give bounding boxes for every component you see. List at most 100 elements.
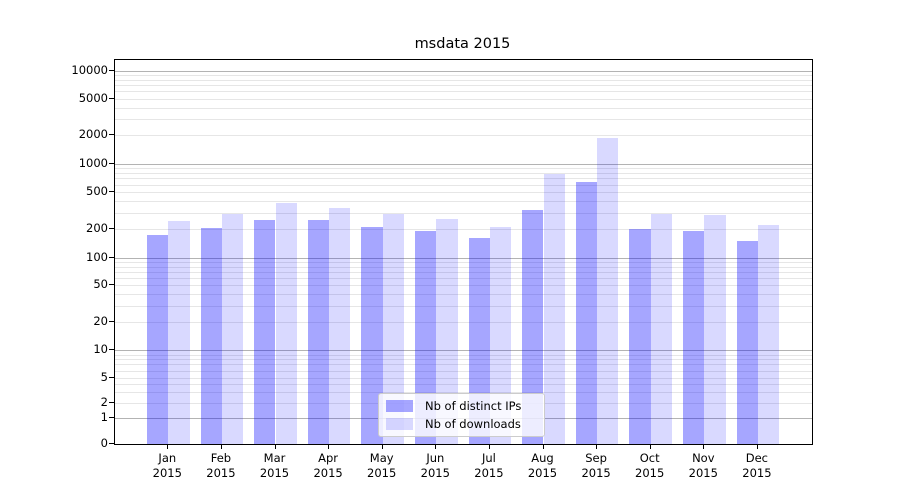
bar-nb-of-distinct-ips-sep-2015 <box>575 181 598 444</box>
y-tick-label: 20 <box>93 314 108 328</box>
x-tick-mark <box>488 444 490 449</box>
x-tick-mark <box>542 444 544 449</box>
chart-title: msdata 2015 <box>414 36 511 52</box>
y-tick-label: 5000 <box>78 90 108 105</box>
y-tick-mark <box>109 284 114 286</box>
minor-gridline <box>115 229 812 231</box>
bar-nb-of-downloads-jul-2015 <box>489 227 512 444</box>
x-tick-mark <box>381 444 383 449</box>
y-tick-mark <box>109 349 114 351</box>
minor-gridline <box>115 75 812 77</box>
x-tick-mark <box>328 444 330 449</box>
legend-item-downloads: Nb of downloads <box>386 417 537 432</box>
y-tick-mark <box>109 70 114 71</box>
x-tick-mark <box>274 444 276 449</box>
y-tick-mark <box>109 228 114 230</box>
minor-gridline <box>115 119 812 121</box>
legend-swatch-distinct-ips <box>386 400 413 412</box>
legend: Nb of distinct IPs Nb of downloads <box>378 393 545 437</box>
bar-nb-of-downloads-aug-2015 <box>543 174 565 444</box>
minor-gridline <box>115 271 812 273</box>
y-tick-label: 1000 <box>78 155 108 170</box>
y-tick-mark <box>109 162 114 164</box>
y-tick-mark <box>109 191 114 192</box>
x-tick-mark <box>596 444 598 449</box>
bar-nb-of-distinct-ips-oct-2015 <box>629 229 651 444</box>
bar-nb-of-distinct-ips-jun-2015 <box>414 231 437 444</box>
y-tick-label: 2 <box>100 394 108 409</box>
minor-gridline <box>115 212 812 214</box>
minor-gridline <box>115 391 812 393</box>
bar-nb-of-distinct-ips-dec-2015 <box>736 241 758 444</box>
plot-area <box>114 59 813 445</box>
major-gridline <box>115 257 812 259</box>
minor-gridline <box>115 278 812 279</box>
x-tick-label: Jun 2015 <box>420 451 450 480</box>
y-tick-label: 1 <box>100 409 108 424</box>
y-tick-label: 0 <box>100 436 108 451</box>
x-tick-label: Nov 2015 <box>688 451 718 480</box>
bar-nb-of-distinct-ips-jan-2015 <box>146 234 169 444</box>
x-tick-label: Mar 2015 <box>259 451 290 480</box>
bar-nb-of-downloads-may-2015 <box>382 213 405 444</box>
minor-gridline <box>115 377 812 379</box>
minor-gridline <box>115 85 812 87</box>
x-tick-label: Sep 2015 <box>581 451 611 480</box>
y-tick-mark <box>109 376 114 378</box>
y-tick-mark <box>109 256 114 258</box>
bar-nb-of-downloads-nov-2015 <box>704 214 726 444</box>
y-tick-label: 50 <box>93 277 108 292</box>
minor-gridline <box>115 359 812 361</box>
y-tick-mark <box>109 443 114 445</box>
y-tick-mark <box>109 416 114 418</box>
bar-nb-of-downloads-sep-2015 <box>597 137 619 444</box>
bar-nb-of-distinct-ips-apr-2015 <box>307 220 330 444</box>
x-tick-mark <box>756 444 758 449</box>
minor-gridline <box>115 79 812 81</box>
y-tick-mark <box>109 97 114 99</box>
bar-nb-of-distinct-ips-aug-2015 <box>522 210 544 444</box>
x-tick-mark <box>703 444 705 449</box>
y-tick-label: 500 <box>86 184 108 198</box>
x-tick-label: Feb 2015 <box>206 451 236 480</box>
bar-nb-of-distinct-ips-mar-2015 <box>254 220 276 444</box>
legend-label: Nb of downloads <box>425 417 521 431</box>
y-tick-label: 5 <box>100 369 108 384</box>
y-tick-label: 2000 <box>78 127 108 142</box>
legend-label: Nb of distinct IPs <box>425 399 522 413</box>
bar-nb-of-distinct-ips-nov-2015 <box>682 231 705 444</box>
minor-gridline <box>115 168 812 169</box>
x-tick-label: May 2015 <box>367 451 397 480</box>
bar-nb-of-downloads-mar-2015 <box>275 203 297 444</box>
x-tick-label: Jan 2015 <box>152 451 182 480</box>
x-tick-label: Jul 2015 <box>474 451 504 480</box>
major-gridline <box>115 71 812 72</box>
bar-nb-of-distinct-ips-may-2015 <box>361 227 383 444</box>
bar-nb-of-distinct-ips-jul-2015 <box>468 238 490 444</box>
minor-gridline <box>115 285 812 287</box>
minor-gridline <box>115 178 812 180</box>
major-gridline <box>115 350 812 352</box>
x-tick-label: Apr 2015 <box>313 451 343 480</box>
x-tick-mark <box>649 444 651 449</box>
legend-item-distinct-ips: Nb of distinct IPs <box>386 399 537 414</box>
x-tick-mark <box>167 444 169 449</box>
y-tick-label: 10 <box>93 342 108 357</box>
y-tick-label: 100 <box>86 249 108 264</box>
minor-gridline <box>115 192 812 193</box>
minor-gridline <box>115 305 812 307</box>
bar-nb-of-downloads-dec-2015 <box>757 225 780 444</box>
legend-swatch-downloads <box>386 418 413 430</box>
y-tick-mark <box>109 401 114 403</box>
bar-nb-of-downloads-apr-2015 <box>329 208 351 444</box>
minor-gridline <box>115 172 812 174</box>
minor-gridline <box>115 107 812 109</box>
y-tick-mark <box>109 134 114 136</box>
bar-nb-of-downloads-feb-2015 <box>221 214 244 444</box>
x-tick-label: Dec 2015 <box>742 451 772 480</box>
bar-nb-of-downloads-jun-2015 <box>436 219 458 444</box>
minor-gridline <box>115 201 812 203</box>
minor-gridline <box>115 383 812 385</box>
minor-gridline <box>115 354 812 356</box>
